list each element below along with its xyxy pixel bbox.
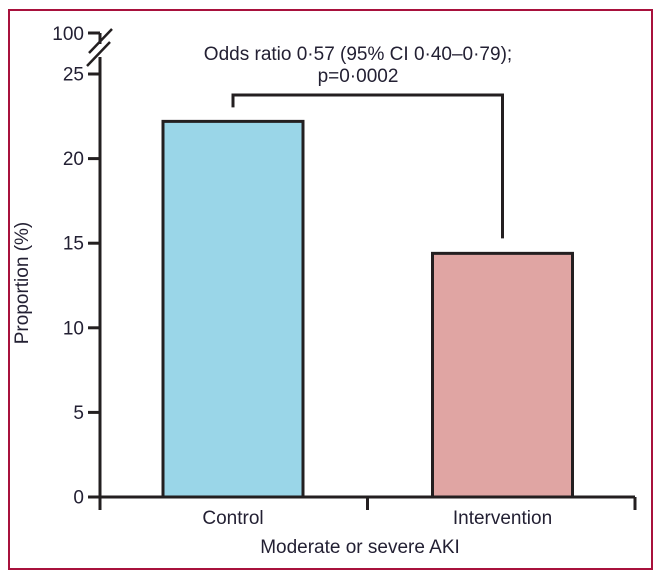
y-tick-label: 0	[73, 488, 84, 509]
comparison-bracket	[231, 93, 504, 239]
bars	[161, 119, 574, 499]
y-tick-label: 15	[63, 234, 84, 255]
y-axis: 100 0 5 10 15 20 25	[52, 24, 113, 510]
figure-border	[8, 9, 653, 570]
axis-break-slash-lower	[86, 41, 111, 67]
y-tick-label-100: 100	[52, 24, 84, 45]
category-label-control: Control	[202, 508, 263, 529]
y-tick-label: 25	[63, 65, 84, 86]
bar-control	[161, 119, 305, 499]
annotation-odds-ratio: Odds ratio 0·57 (95% CI 0·40–0·79);	[204, 44, 512, 65]
x-axis-title: Moderate or severe AKI	[260, 537, 460, 558]
annotation-p-value: p=0·0002	[318, 66, 399, 87]
bar-intervention	[431, 251, 574, 499]
y-tick-label: 20	[63, 149, 84, 170]
axis-break-slash-upper	[88, 28, 113, 54]
y-axis-title: Proportion (%)	[12, 222, 33, 345]
category-label-intervention: Intervention	[453, 508, 552, 529]
y-tick-group: 0 5 10 15 20 25	[63, 65, 100, 509]
y-tick-label: 5	[73, 403, 84, 424]
y-tick-label: 10	[63, 318, 84, 339]
x-axis	[100, 495, 637, 510]
